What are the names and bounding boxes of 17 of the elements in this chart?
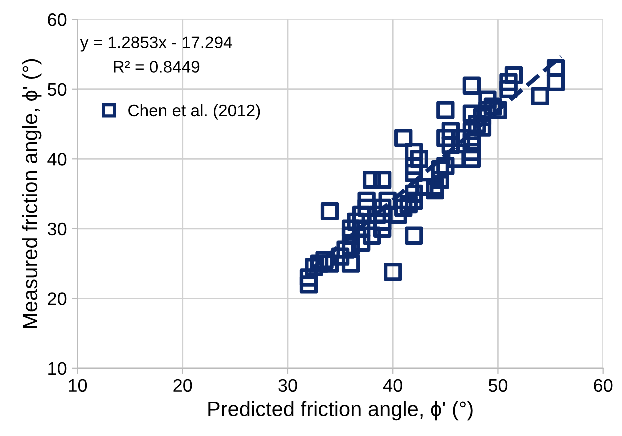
x-tick-label: 50 [488,379,508,392]
annotation: y = 1.2853x - 17.294 [80,36,232,52]
x-tick-label: 10 [69,379,88,392]
legend-label: Chen et al. (2012) [128,104,260,120]
y-tick-label: 20 [48,292,67,306]
y-tick-label: 10 [48,362,67,376]
y-tick-label: 30 [48,222,67,236]
annotation: R² = 0.8449 [114,61,200,73]
y-tick-label: 50 [48,83,67,96]
y-tick-label: 60 [48,14,67,26]
y-tick-label: 40 [48,153,67,166]
x-tick-label: 30 [278,379,298,392]
x-tick-label: 60 [594,379,613,392]
y-axis-title: Measured friction angle, ϕ' (°) [22,59,42,328]
x-tick-label: 40 [383,379,402,392]
x-tick-label: 20 [174,379,192,392]
x-axis-title: Predicted friction angle, ϕ' (°) [208,401,473,421]
